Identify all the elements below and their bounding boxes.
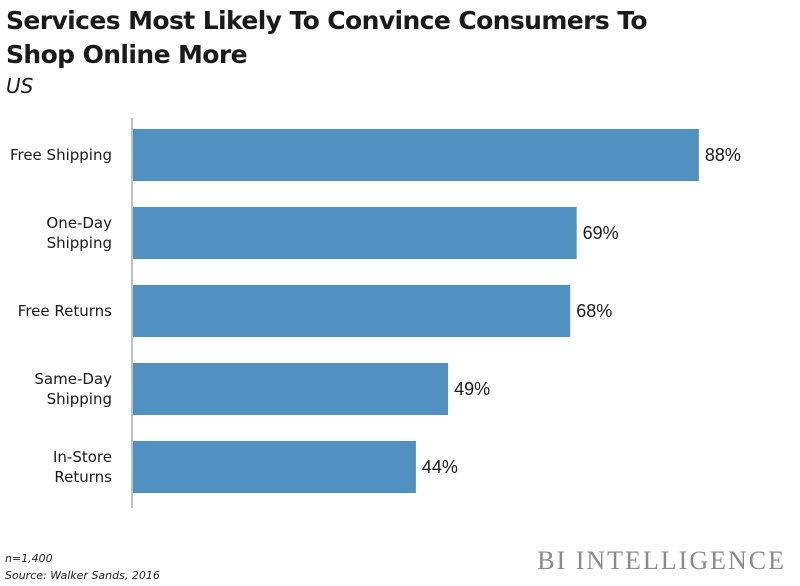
sample-size-note: n=1,400: [5, 552, 53, 565]
category-label-3: Same-Day Shipping: [34, 370, 112, 408]
chart-title: Services Most Likely To Convince Consume…: [6, 6, 648, 69]
bar-0: [133, 129, 699, 181]
bar-1: [133, 207, 577, 259]
value-label-2: 68%: [576, 301, 612, 321]
category-label-0: Free Shipping: [10, 146, 112, 164]
category-label-4: In-Store Returns: [53, 448, 112, 486]
value-label-4: 44%: [422, 457, 458, 477]
bar-3: [133, 363, 449, 415]
chart-subtitle: US: [6, 74, 34, 98]
bar-2: [133, 285, 571, 337]
value-label-0: 88%: [705, 145, 741, 165]
category-label-1: One-Day Shipping: [46, 214, 112, 252]
value-label-3: 49%: [454, 379, 490, 399]
bars-group: 88% Free Shipping 69% One-Day Shipping 68% Fre…: [10, 129, 741, 493]
value-label-1: 69%: [583, 223, 619, 243]
source-note: Source: Walker Sands, 2016: [5, 569, 160, 582]
bar-4: [133, 441, 416, 493]
category-label-2: Free Returns: [18, 302, 112, 320]
brand-logo: BI INTELLIGENCE: [537, 546, 786, 575]
